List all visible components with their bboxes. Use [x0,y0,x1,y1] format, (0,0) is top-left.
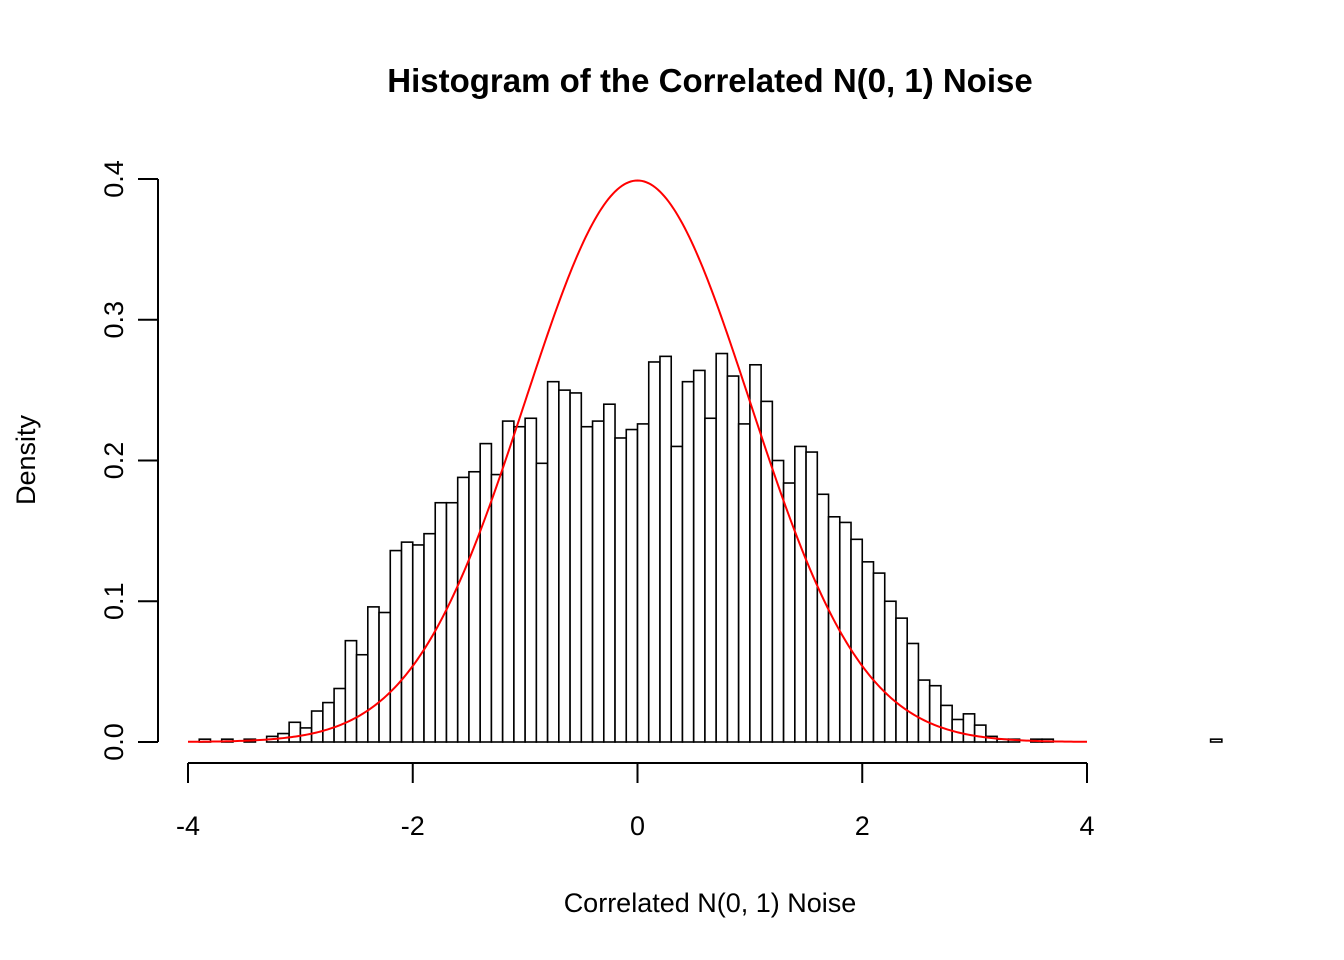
histogram-bar [715,352,729,743]
histogram-bar [872,572,886,743]
histogram-bar [861,561,875,743]
histogram-bar [456,476,470,743]
histogram-bar [479,442,493,743]
histogram-bar [726,375,740,743]
x-axis: -4 -2 0 2 4 [176,762,1095,841]
histogram-bar [366,606,380,743]
histogram-bar [389,549,403,743]
histogram-bar [322,701,335,743]
y-tick-label: 0.2 [99,442,129,480]
x-tick-label: -2 [401,811,425,841]
y-tick-label: 0.1 [99,582,129,620]
histogram-bar [704,417,717,743]
histogram-bar [1209,738,1223,743]
histogram-bar [917,679,931,743]
normal-density-curve [187,179,1088,743]
histogram-bars [198,352,1223,743]
histogram-bar [344,639,358,743]
y-tick-label: 0.0 [99,723,129,761]
histogram-bar [400,541,414,743]
histogram-bar [580,425,594,743]
x-axis-label: Correlated N(0, 1) Noise [564,888,857,918]
histogram-bar [558,389,571,743]
histogram-bar [962,713,976,743]
histogram-bar [288,721,302,743]
histogram-bar [501,420,515,743]
histogram-bar [782,482,796,743]
histogram-bar [513,425,526,743]
histogram-bar [591,420,605,743]
histogram-bar [794,445,807,743]
histogram-bar [411,544,425,743]
y-tick-label: 0.3 [99,301,129,339]
histogram-bar [625,428,639,743]
histogram-bar [681,380,695,743]
histogram-bar [355,653,369,743]
histogram-bar [535,462,549,743]
histogram-bar [895,617,909,743]
histogram-bar [378,611,392,743]
histogram-bar [692,369,706,743]
histogram-bar [569,392,583,743]
x-tick-label: 2 [855,811,870,841]
histogram-bar [973,724,987,743]
histogram-bar [883,600,897,743]
histogram-bar [490,473,504,743]
histogram-bar [468,470,481,743]
histogram-bar [647,361,661,743]
x-tick-label: 0 [630,811,645,841]
histogram-bar [659,355,673,743]
histogram-bar [850,538,864,743]
histogram-bar [636,423,650,743]
histogram-bar [614,437,628,743]
y-axis-label: Density [11,414,41,505]
histogram-bar [928,684,942,743]
histogram-bar [805,451,819,743]
y-axis: 0.0 0.1 0.2 0.3 0.4 [99,160,159,761]
y-tick-label: 0.4 [99,160,129,198]
x-tick-label: 4 [1079,811,1094,841]
histogram-bar [670,445,684,743]
histogram-bar [602,403,616,743]
x-tick-label: -4 [176,811,200,841]
histogram-bar [445,501,459,743]
histogram-bar [310,710,324,743]
histogram-bar [816,493,830,743]
histogram-bar [771,459,785,743]
histogram-bar [940,704,953,743]
histogram-bar [906,642,920,743]
histogram-bar [524,417,538,743]
chart-title: Histogram of the Correlated N(0, 1) Nois… [387,62,1032,99]
histogram-bar [333,687,347,743]
histogram-bar [546,380,560,743]
histogram-bar [737,423,751,743]
histogram-bar [423,532,437,743]
